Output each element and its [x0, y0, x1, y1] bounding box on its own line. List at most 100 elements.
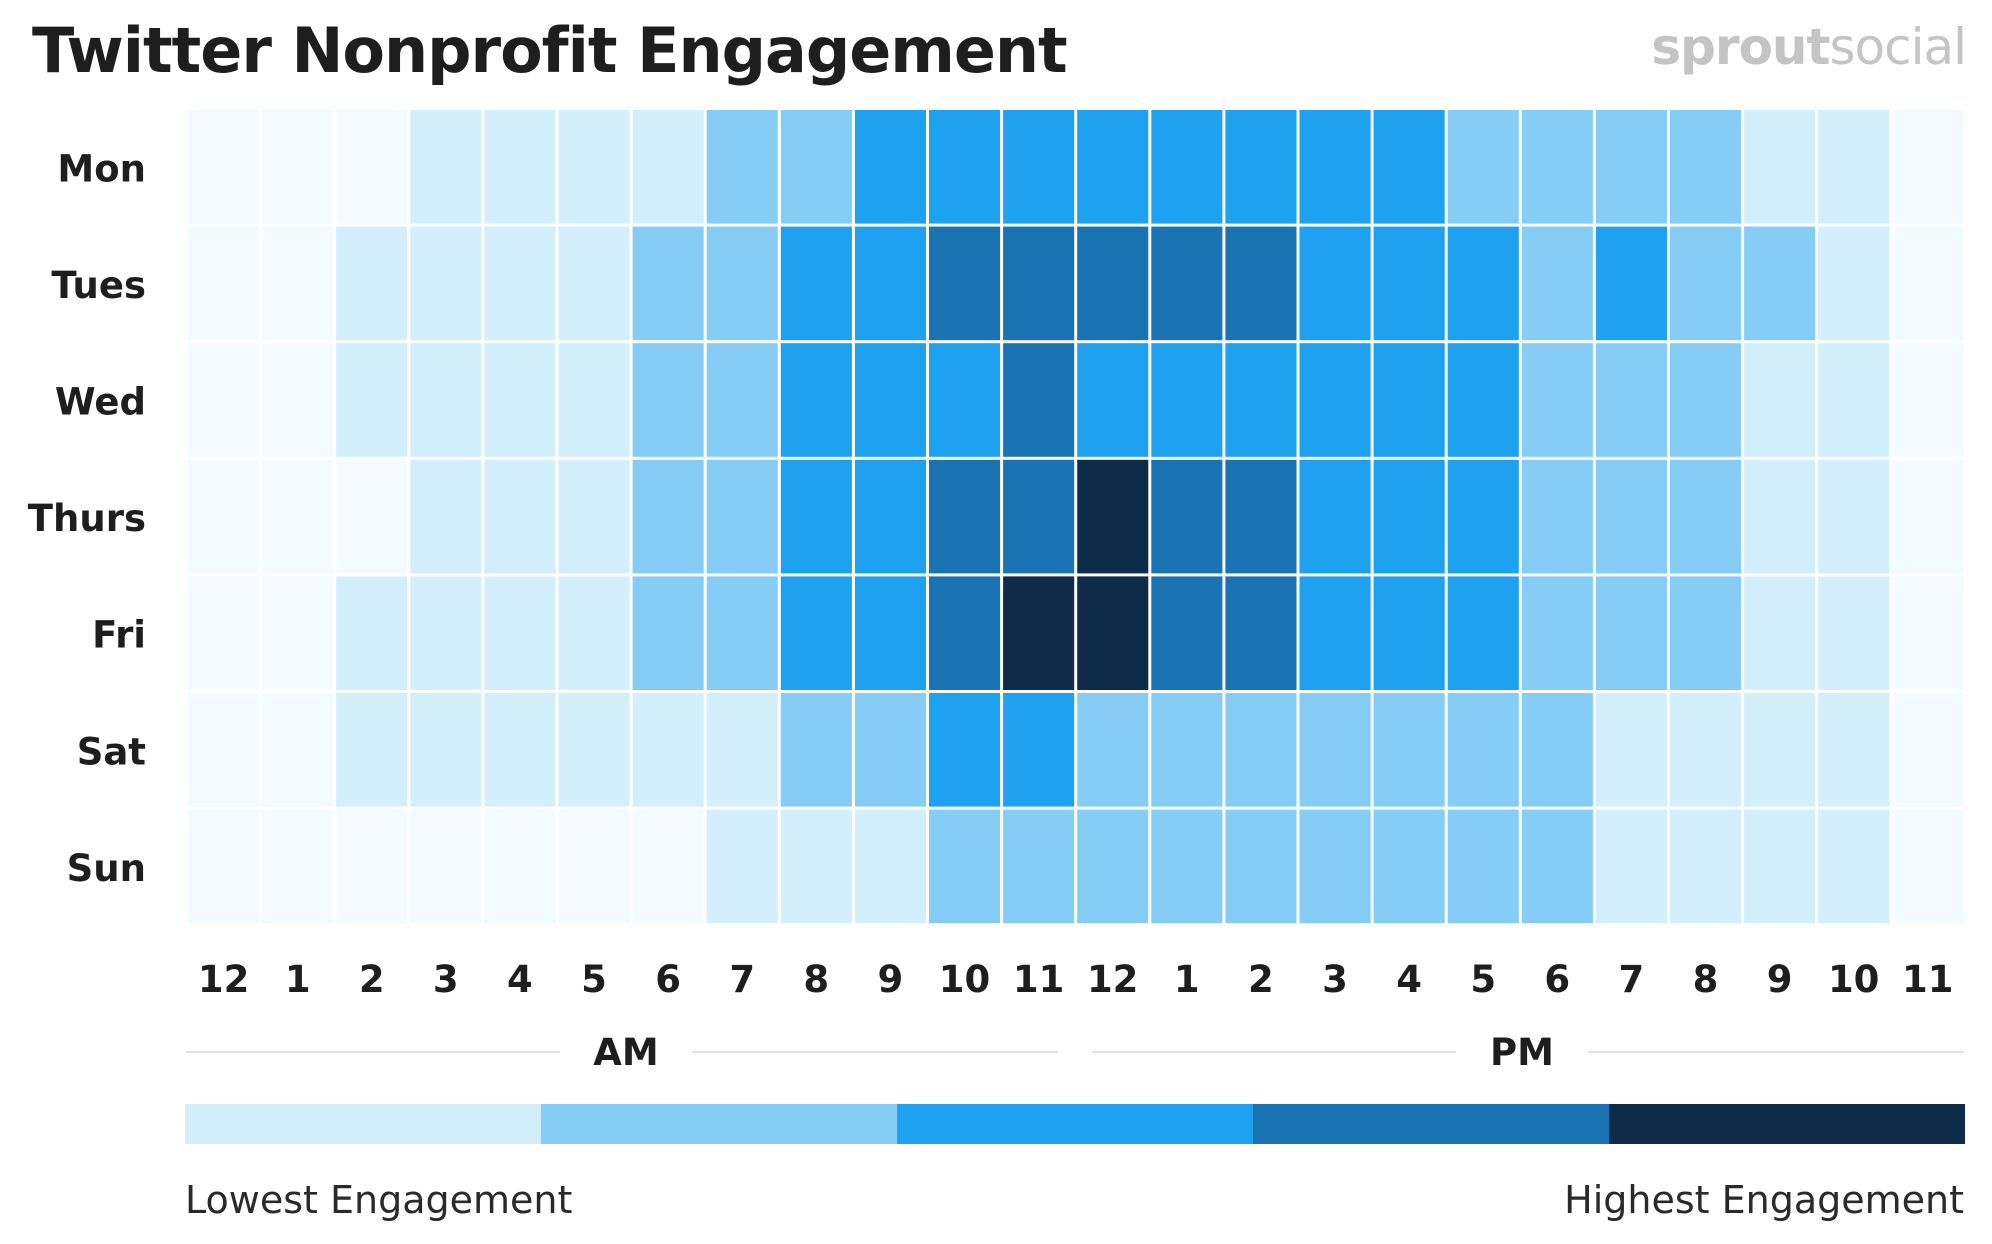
legend-swatch-2: [541, 1104, 897, 1144]
column-label-23: 11: [1902, 958, 1954, 1001]
heatmap-cell-sun-14: [1225, 809, 1297, 924]
heatmap-cell-sun-19: [1595, 809, 1667, 924]
column-label-14: 2: [1248, 958, 1274, 1001]
row-label-sat: Sat: [77, 730, 146, 773]
heatmap-cell-wed-21: [1744, 343, 1816, 457]
heatmap-cell-fri-16: [1373, 576, 1445, 690]
heatmap-cell-wed-19: [1595, 343, 1667, 457]
heatmap-cell-sat-6: [632, 693, 704, 807]
heatmap-cell-sat-3: [410, 693, 482, 807]
period-label-pm: PM: [1490, 1031, 1554, 1074]
heatmap-cell-fri-7: [706, 576, 778, 690]
heatmap-cell-mon-17: [1447, 110, 1519, 224]
heatmap-cell-wed-10: [929, 343, 1001, 457]
heatmap-cell-tues-6: [632, 226, 704, 341]
heatmap-cell-mon-3: [410, 110, 482, 224]
heatmap-cell-sun-3: [410, 809, 482, 924]
heatmap-cell-fri-1: [262, 576, 334, 690]
heatmap-cell-sun-7: [706, 809, 778, 924]
heatmap-cell-sun-8: [780, 809, 852, 924]
heatmap-cell-tues-7: [706, 226, 778, 341]
heatmap-cell-thurs-2: [336, 459, 408, 574]
heatmap-cell-wed-0: [188, 343, 260, 457]
heatmap-cell-mon-1: [262, 110, 334, 224]
heatmap-cell-tues-18: [1521, 226, 1593, 341]
heatmap-cell-thurs-16: [1373, 459, 1445, 574]
heatmap-cell-mon-9: [854, 110, 926, 224]
heatmap-cell-fri-2: [336, 576, 408, 690]
heatmap-cell-fri-13: [1151, 576, 1223, 690]
heatmap-cell-wed-12: [1077, 343, 1149, 457]
column-label-12: 12: [1087, 958, 1139, 1001]
column-label-4: 4: [507, 958, 533, 1001]
column-label-10: 10: [939, 958, 991, 1001]
heatmap-cell-fri-0: [188, 576, 260, 690]
heatmap-cell-fri-4: [484, 576, 556, 690]
column-label-22: 10: [1828, 958, 1880, 1001]
heatmap-cell-sun-20: [1670, 809, 1742, 924]
heatmap-cell-thurs-18: [1521, 459, 1593, 574]
heatmap-cell-tues-1: [262, 226, 334, 341]
chart-title: Twitter Nonprofit Engagement: [32, 14, 1068, 87]
heatmap-cell-sun-21: [1744, 809, 1816, 924]
heatmap-cell-sun-9: [854, 809, 926, 924]
heatmap-cell-fri-20: [1670, 576, 1742, 690]
column-label-0: 12: [198, 958, 250, 1001]
heatmap-cell-fri-6: [632, 576, 704, 690]
heatmap-cell-mon-0: [188, 110, 260, 224]
row-label-thurs: Thurs: [28, 497, 146, 540]
heatmap-cell-sat-1: [262, 693, 334, 807]
heatmap-cell-tues-8: [780, 226, 852, 341]
heatmap-cell-thurs-11: [1003, 459, 1075, 574]
heatmap-cell-mon-21: [1744, 110, 1816, 224]
column-label-19: 7: [1619, 958, 1645, 1001]
column-label-15: 3: [1322, 958, 1348, 1001]
heatmap-cell-sun-17: [1447, 809, 1519, 924]
heatmap-cell-fri-15: [1299, 576, 1371, 690]
heatmap-cell-fri-17: [1447, 576, 1519, 690]
column-label-11: 11: [1013, 958, 1065, 1001]
heatmap-cell-sat-10: [929, 693, 1001, 807]
heatmap-cell-sun-1: [262, 809, 334, 924]
heatmap-cell-mon-20: [1670, 110, 1742, 224]
column-label-7: 7: [729, 958, 755, 1001]
heatmap-cell-sat-7: [706, 693, 778, 807]
heatmap-cell-tues-10: [929, 226, 1001, 341]
heatmap-cell-sun-0: [188, 809, 260, 924]
heatmap-cell-sat-18: [1521, 693, 1593, 807]
heatmap-cell-wed-6: [632, 343, 704, 457]
heatmap-cell-fri-18: [1521, 576, 1593, 690]
legend-swatch-3: [897, 1104, 1253, 1144]
heatmap-cell-mon-10: [929, 110, 1001, 224]
heatmap-cell-thurs-20: [1670, 459, 1742, 574]
heatmap-cell-wed-20: [1670, 343, 1742, 457]
heatmap-cell-mon-12: [1077, 110, 1149, 224]
heatmap-cell-sat-13: [1151, 693, 1223, 807]
heatmap-cell-tues-4: [484, 226, 556, 341]
heatmap-cell-mon-19: [1595, 110, 1667, 224]
row-label-mon: Mon: [57, 147, 146, 190]
heatmap-cell-sat-16: [1373, 693, 1445, 807]
heatmap-cell-sun-11: [1003, 809, 1075, 924]
column-label-13: 1: [1174, 958, 1200, 1001]
heatmap-cell-mon-16: [1373, 110, 1445, 224]
column-label-2: 2: [359, 958, 385, 1001]
heatmap-cell-mon-8: [780, 110, 852, 224]
heatmap-cell-sun-2: [336, 809, 408, 924]
heatmap-cell-fri-22: [1818, 576, 1890, 690]
heatmap-cell-sat-8: [780, 693, 852, 807]
heatmap-cell-mon-2: [336, 110, 408, 224]
heatmap-cell-sun-5: [558, 809, 630, 924]
heatmap-cell-wed-5: [558, 343, 630, 457]
column-label-18: 6: [1544, 958, 1570, 1001]
heatmap-cell-thurs-17: [1447, 459, 1519, 574]
row-label-fri: Fri: [92, 614, 146, 657]
heatmap-cell-fri-11: [1003, 576, 1075, 690]
heatmap-cell-sun-4: [484, 809, 556, 924]
row-label-wed: Wed: [55, 381, 146, 424]
heatmap-cell-sun-15: [1299, 809, 1371, 924]
heatmap-cell-tues-14: [1225, 226, 1297, 341]
heatmap-cell-thurs-3: [410, 459, 482, 574]
brand-logo: sproutsocial: [1651, 18, 1967, 76]
